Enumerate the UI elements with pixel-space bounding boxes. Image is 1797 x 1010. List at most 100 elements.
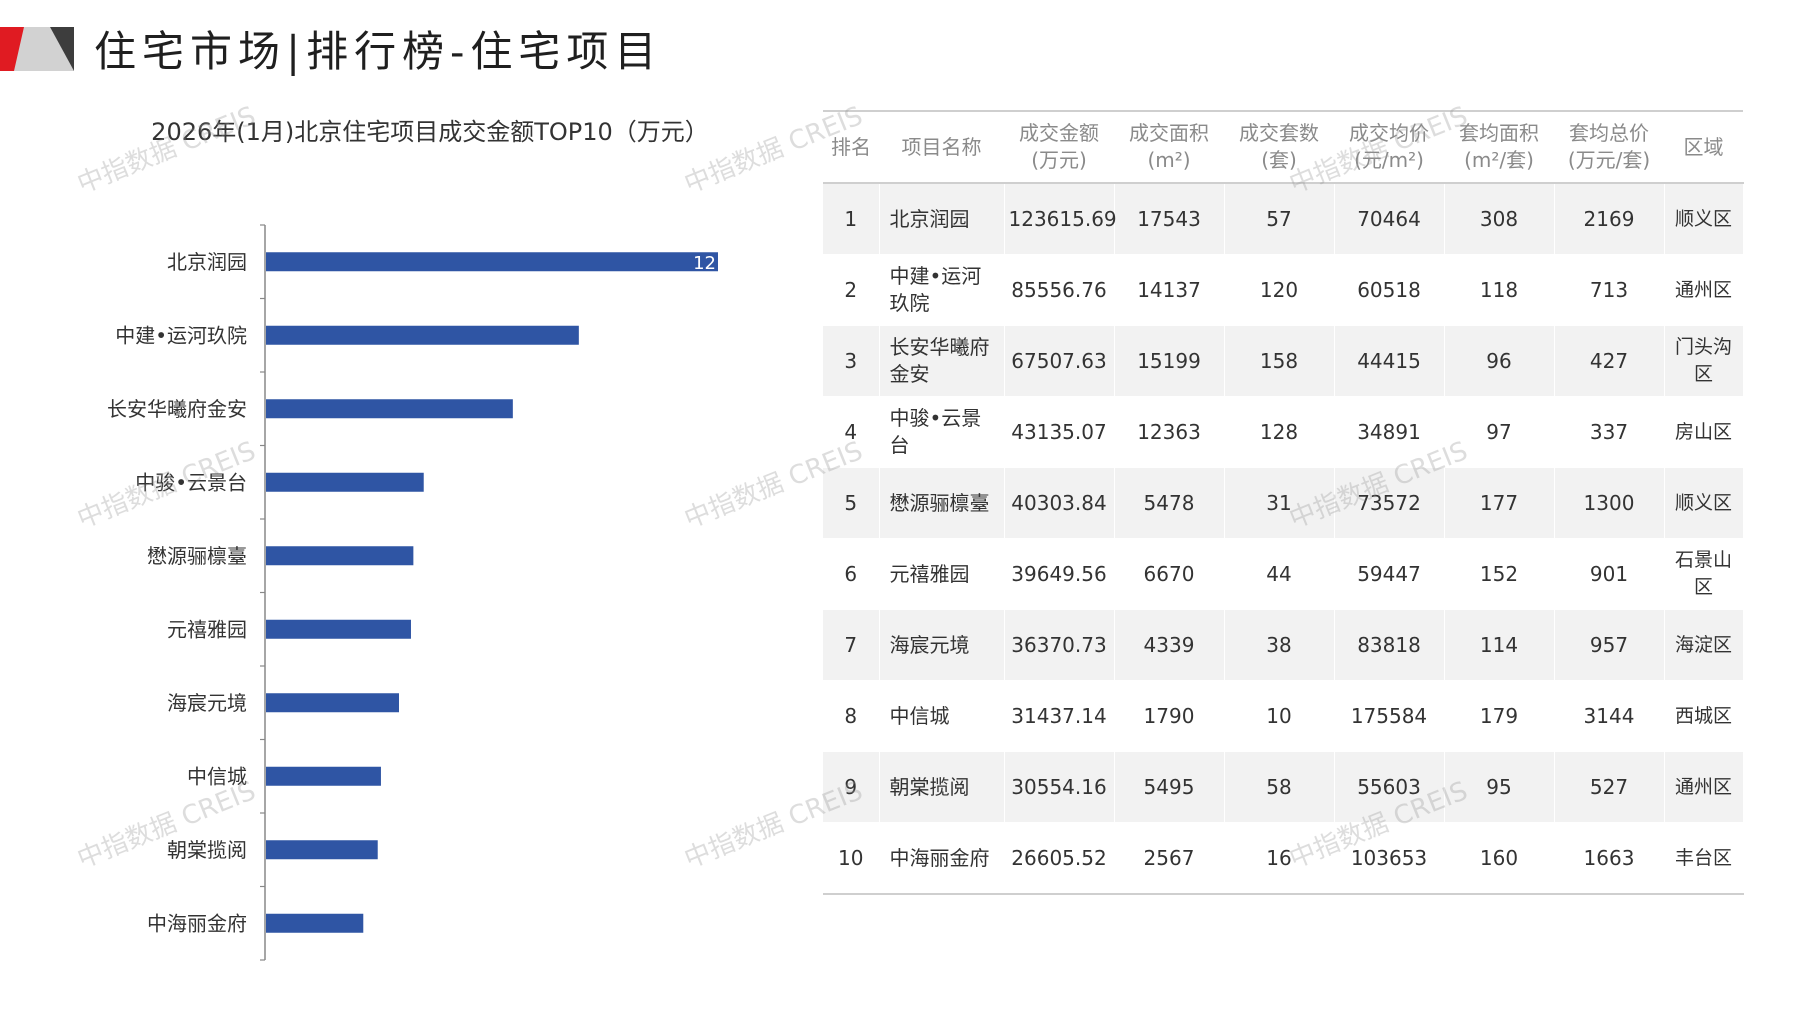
category-label: 海宸元境 — [167, 691, 247, 715]
table-cell: 103653 — [1334, 822, 1445, 895]
category-label: 北京润园 — [167, 250, 247, 274]
table-cell: 55603 — [1334, 751, 1445, 823]
table-cell: 9 — [823, 751, 880, 823]
table-cell: 527 — [1554, 751, 1665, 823]
bar — [266, 766, 381, 786]
table-cell: 1790 — [1114, 680, 1225, 752]
table-cell: 12363 — [1114, 396, 1225, 468]
table-cell: 95 — [1444, 751, 1555, 823]
table-cell: 44415 — [1334, 325, 1445, 397]
table-cell: 179 — [1444, 680, 1555, 752]
table-cell: 34891 — [1334, 396, 1445, 468]
table-cell: 36370.73 — [1004, 609, 1115, 681]
table-cell: 1663 — [1554, 822, 1665, 895]
region-cell: 石景山区 — [1664, 538, 1744, 610]
bar — [266, 325, 579, 345]
table-cell: 70464 — [1334, 183, 1445, 255]
brand-logo — [0, 27, 74, 71]
table-cell: 1300 — [1554, 467, 1665, 539]
bar — [266, 252, 718, 272]
table-row: 7 海宸元境 36370.73 4339 38 83818 114 957 海淀区 — [823, 609, 1744, 681]
column-header: 成交均价 (元/m²) — [1334, 110, 1444, 184]
table-cell: 17543 — [1114, 183, 1225, 255]
table-row: 9 朝棠揽阅 30554.16 5495 58 55603 95 527 通州区 — [823, 751, 1744, 823]
category-label: 中骏•云景台 — [135, 470, 247, 494]
table-cell: 16 — [1224, 822, 1335, 895]
table-cell: 31437.14 — [1004, 680, 1115, 752]
table-cell: 6 — [823, 538, 880, 610]
table-cell: 901 — [1554, 538, 1665, 610]
column-header: 成交金额 (万元) — [1004, 110, 1114, 184]
bar — [266, 913, 364, 933]
column-header: 排名 — [823, 110, 879, 184]
table-cell: 44 — [1224, 538, 1335, 610]
table-cell: 59447 — [1334, 538, 1445, 610]
column-header: 区域 — [1664, 110, 1743, 184]
category-label: 中建•运河玖院 — [115, 323, 247, 347]
bar-chart: 北京润园 12 中建•运河玖院长安华曦府金安中骏•云景台懋源骊檩臺元禧雅园海宸元境中… — [107, 224, 718, 961]
table-row: 4 中骏•云景台 43135.07 12363 128 34891 97 337 房山区 — [823, 396, 1744, 468]
table-cell: 713 — [1554, 254, 1665, 326]
table-cell: 4 — [823, 396, 880, 468]
ranking-table: 排名 项目名称 成交金额 (万元) 成交面积 (m²) 成交套数 (套) 成交均价 (元/m²) 套… — [823, 110, 1744, 895]
table-cell: 114 — [1444, 609, 1555, 681]
table-row: 6 元禧雅园 39649.56 6670 44 59447 152 901 石景山区 — [823, 538, 1744, 610]
table-cell: 2 — [823, 254, 880, 326]
category-label: 中海丽金府 — [147, 911, 247, 935]
table-cell: 158 — [1224, 325, 1335, 397]
category-label: 中信城 — [187, 764, 247, 788]
table-cell: 10 — [1224, 680, 1335, 752]
project-name-cell: 中海丽金府 — [879, 822, 1005, 895]
table-cell: 14137 — [1114, 254, 1225, 326]
table-cell: 97 — [1444, 396, 1555, 468]
category-label: 元禧雅园 — [167, 617, 247, 641]
region-cell: 丰台区 — [1664, 822, 1744, 895]
table-cell: 118 — [1444, 254, 1555, 326]
project-name-cell: 中骏•云景台 — [879, 396, 1005, 468]
table-cell: 7 — [823, 609, 880, 681]
table-cell: 4339 — [1114, 609, 1225, 681]
table-cell: 2567 — [1114, 822, 1225, 895]
table-header-row: 排名 项目名称 成交金额 (万元) 成交面积 (m²) 成交套数 (套) 成交均价 (元/m²) 套… — [823, 110, 1743, 184]
table-cell: 160 — [1444, 822, 1555, 895]
column-header: 成交套数 (套) — [1224, 110, 1334, 184]
bar — [266, 840, 378, 860]
table-cell: 1 — [823, 183, 880, 255]
table-cell: 5478 — [1114, 467, 1225, 539]
region-cell: 西城区 — [1664, 680, 1744, 752]
category-label: 懋源骊檩臺 — [147, 544, 247, 568]
table-cell: 85556.76 — [1004, 254, 1115, 326]
column-header: 项目名称 — [879, 110, 1004, 184]
bar — [266, 546, 414, 566]
column-header: 成交面积 (m²) — [1114, 110, 1224, 184]
table-cell: 3144 — [1554, 680, 1665, 752]
data-label: 12 — [693, 253, 716, 274]
table-cell: 337 — [1554, 396, 1665, 468]
table-cell: 177 — [1444, 467, 1555, 539]
column-header: 套均面积 (m²/套) — [1444, 110, 1554, 184]
project-name-cell: 长安华曦府金安 — [879, 325, 1005, 397]
bar — [266, 472, 424, 492]
table-cell: 58 — [1224, 751, 1335, 823]
table-cell: 152 — [1444, 538, 1555, 610]
region-cell: 通州区 — [1664, 254, 1744, 326]
table-cell: 120 — [1224, 254, 1335, 326]
table-cell: 8 — [823, 680, 880, 752]
table-cell: 427 — [1554, 325, 1665, 397]
table-row: 5 懋源骊檩臺 40303.84 5478 31 73572 177 1300 顺义区 — [823, 467, 1744, 539]
table-cell: 175584 — [1334, 680, 1445, 752]
table-cell: 40303.84 — [1004, 467, 1115, 539]
region-cell: 门头沟区 — [1664, 325, 1744, 397]
table-cell: 5 — [823, 467, 880, 539]
table-row: 10 中海丽金府 26605.52 2567 16 103653 160 1663 丰台区 — [823, 822, 1744, 895]
region-cell: 房山区 — [1664, 396, 1744, 468]
table-cell: 15199 — [1114, 325, 1225, 397]
region-cell: 通州区 — [1664, 751, 1744, 823]
column-header: 套均总价 (万元/套) — [1554, 110, 1664, 184]
bar — [266, 693, 399, 713]
table-cell: 2169 — [1554, 183, 1665, 255]
region-cell: 顺义区 — [1664, 183, 1744, 255]
table-cell: 6670 — [1114, 538, 1225, 610]
table-cell: 3 — [823, 325, 880, 397]
table-cell: 67507.63 — [1004, 325, 1115, 397]
